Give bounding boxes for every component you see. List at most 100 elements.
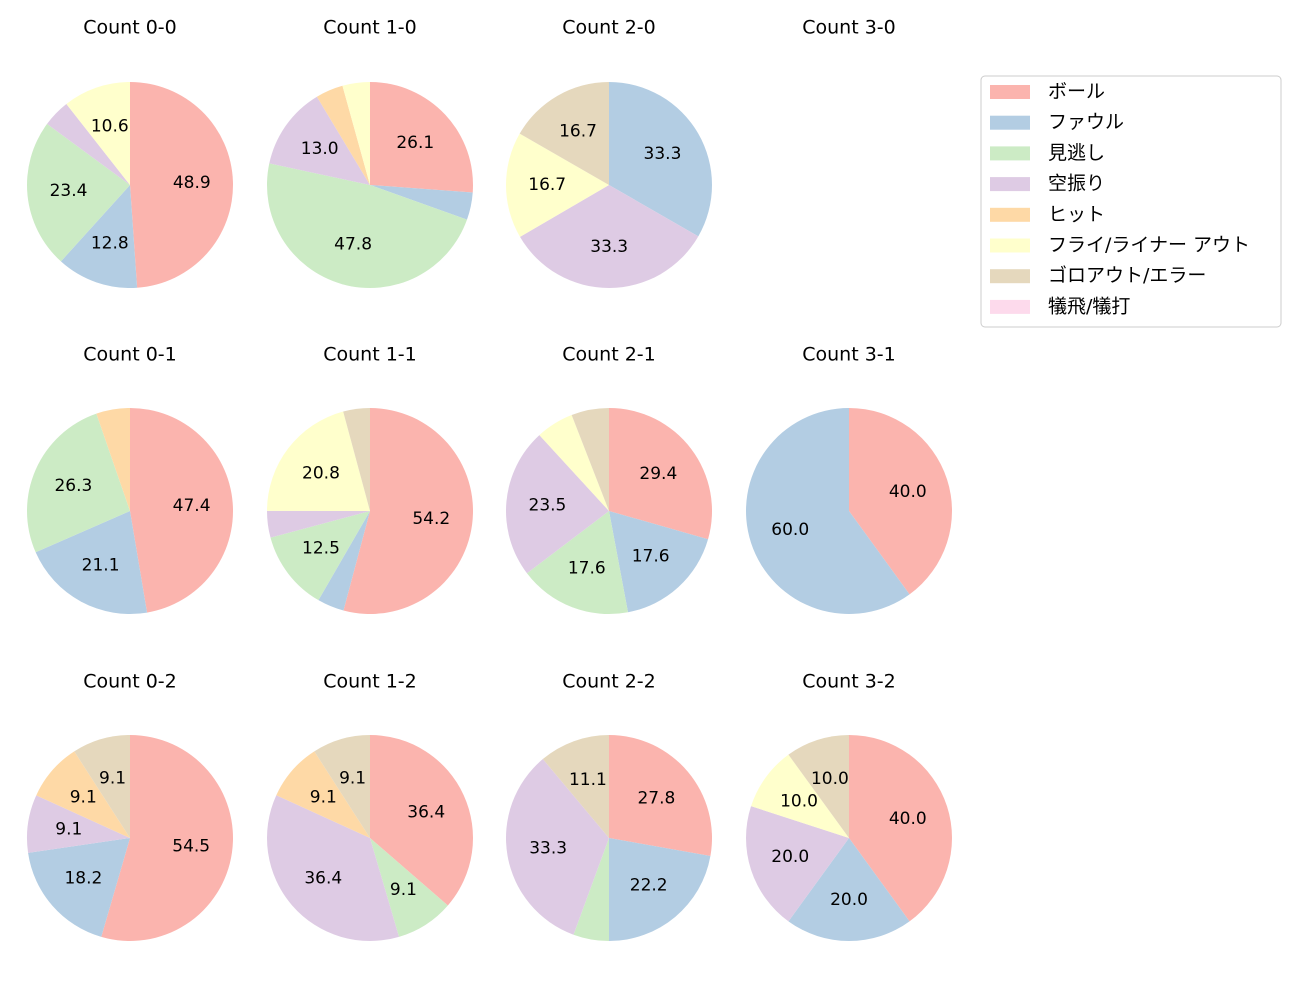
pie-slice [849,735,953,922]
pie-slice [788,838,910,941]
pie-slice [269,96,370,185]
chart-title: Count 2-0 [562,17,656,39]
pie-slice [609,838,711,941]
slice-label: 13.0 [301,139,339,159]
pie-slice [542,735,609,838]
pie-slice [370,838,448,937]
pie-slice [101,735,233,942]
chart-title: Count 0-0 [83,17,177,39]
slice-label: 36.4 [407,802,445,822]
slice-label: 40.0 [889,482,927,502]
pie-slice [370,185,473,220]
slice-label: 10.0 [811,769,849,789]
chart-title: Count 1-2 [323,671,417,693]
slice-label: 26.1 [396,133,434,153]
pie-slice [849,408,953,595]
slice-label: 9.1 [339,769,366,789]
legend-label: フライ/ライナー アウト [1048,234,1250,256]
legend-swatch [990,146,1030,161]
slice-label: 47.4 [173,496,211,516]
slice-label: 23.4 [50,181,88,201]
pie-slice [316,85,370,185]
slice-label: 12.5 [302,539,340,559]
slice-label: 60.0 [771,520,809,540]
pie-slice [571,408,609,511]
slice-label: 9.1 [55,819,82,839]
pie-slice [609,408,713,540]
pie-slice [609,735,713,857]
pie-slice [343,408,370,511]
chart-title: Count 2-2 [562,671,656,693]
legend-swatch [990,115,1030,130]
pie-slice [267,795,400,941]
pie-slice [609,511,709,613]
pie-slice [270,511,370,601]
pie-slice [60,185,138,288]
pie-slice [746,806,849,922]
pie-slice [66,82,130,185]
slice-label: 17.6 [568,559,606,579]
slice-label: 17.6 [632,547,670,567]
pie-slice [609,82,712,237]
slice-label: 11.1 [569,770,607,790]
pie-slice [36,751,130,838]
slice-label: 20.8 [302,463,340,483]
chart-title: Count 3-2 [802,671,896,693]
legend-label: 空振り [1048,173,1105,195]
pie-slice [343,408,473,614]
chart-title: Count 3-0 [802,17,896,39]
pie-slice [746,408,910,614]
slice-label: 36.4 [304,868,342,888]
pie-slice [314,735,370,838]
slice-label: 21.1 [82,555,120,575]
pie-slice [26,413,131,553]
chart-title: Count 1-0 [323,17,417,39]
slice-label: 54.5 [172,837,210,857]
chart-title: Count 0-2 [83,671,177,693]
legend-swatch [990,299,1030,314]
pie-slice [47,104,131,185]
pie-slice [370,82,473,193]
slice-label: 9.1 [310,788,337,808]
chart-title: Count 2-1 [562,344,656,366]
pie-slice [276,751,370,838]
slice-label: 33.3 [590,237,628,257]
pie-slice [519,82,609,185]
pie-slice [539,415,609,511]
pie-slice [370,735,474,906]
pie-slice [74,735,130,838]
slice-label: 47.8 [334,234,372,254]
legend-swatch [990,269,1030,284]
chart-title: Count 0-1 [83,344,177,366]
legend-label: 見逃し [1048,142,1105,164]
slice-label: 20.0 [830,890,868,910]
pie-slice [573,838,609,941]
slice-label: 10.0 [780,792,818,812]
slice-label: 16.7 [528,175,566,195]
legend-swatch [990,207,1030,222]
pie-slice [318,511,370,611]
legend-label: ヒット [1048,203,1105,225]
pie-slice [27,795,130,853]
pie-slice [506,133,609,237]
slice-label: 33.3 [529,839,567,859]
slice-label: 16.7 [559,122,597,142]
slice-label: 20.0 [771,847,809,867]
legend-swatch [990,85,1030,99]
slice-label: 9.1 [390,880,417,900]
slice-label: 9.1 [70,788,97,808]
pie-slice [520,185,699,288]
slice-label: 26.3 [54,476,92,496]
legend-label: ゴロアウト/エラー [1048,265,1206,287]
slice-label: 48.9 [173,173,211,193]
pie-slice [342,82,370,185]
legend-label: 犠飛/犠打 [1048,295,1130,317]
legend-swatch [990,177,1030,192]
pie-slice [788,735,849,838]
slice-label: 18.2 [64,869,102,889]
pie-slice [26,123,130,262]
pie-slice [96,408,130,511]
pie-slice [130,408,234,613]
slice-label: 9.1 [99,769,126,789]
